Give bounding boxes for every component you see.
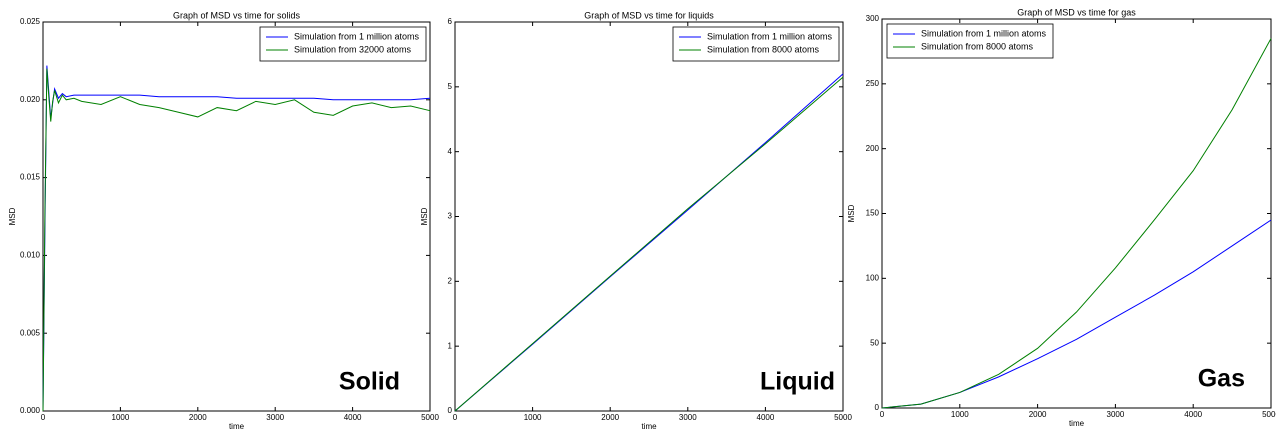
legend: Simulation from 1 million atoms Simulatio… <box>672 26 840 62</box>
y-axis-label: MSD <box>420 207 429 225</box>
y-tick-label: 1 <box>448 341 453 350</box>
legend: Simulation from 1 million atoms Simulatio… <box>259 26 427 62</box>
plot-area <box>454 21 844 412</box>
x-tick-label: 1000 <box>112 413 130 422</box>
x-tick-label: 2000 <box>601 413 619 422</box>
annotation: Solid <box>339 368 400 396</box>
y-tick-label: 0.020 <box>20 95 41 104</box>
legend-box <box>672 26 840 62</box>
chart-title: Graph of MSD vs time for gas <box>1017 7 1136 17</box>
legend-label: Simulation from 32000 atoms <box>294 44 412 54</box>
chart-panel: Graph of MSD vs time for liquids 0 1000 200… <box>420 10 852 431</box>
x-tick-label: 5000 <box>834 413 852 422</box>
y-tick-label: 2 <box>448 276 453 285</box>
y-tick-label: 6 <box>448 17 453 26</box>
x-axis-label: time <box>641 422 657 431</box>
y-axis-label: MSD <box>847 204 856 222</box>
annotation: Liquid <box>760 368 835 396</box>
y-tick-label: 0.010 <box>20 251 41 260</box>
y-tick-label: 300 <box>866 14 880 23</box>
legend-label: Simulation from 1 million atoms <box>294 31 420 41</box>
y-tick-label: 4 <box>448 147 453 156</box>
y-tick-label: 50 <box>870 338 879 347</box>
x-axis-label: time <box>1069 419 1085 428</box>
chart-panel: Graph of MSD vs time for solids 0 1000 2000… <box>8 10 439 431</box>
x-tick-label: 0 <box>41 413 46 422</box>
y-tick-label: 200 <box>866 144 880 153</box>
x-tick-label: 2000 <box>1029 410 1047 419</box>
plot-area <box>42 21 431 412</box>
x-tick-label: 3000 <box>679 413 697 422</box>
series-line <box>454 76 844 412</box>
x-tick-label: 4000 <box>344 413 362 422</box>
legend-label: Simulation from 1 million atoms <box>921 28 1047 38</box>
x-tick-label: 4000 <box>1184 410 1202 419</box>
x-tick-label: 4000 <box>757 413 775 422</box>
annotation: Gas <box>1198 365 1245 393</box>
legend-box <box>259 26 427 62</box>
y-axis-label: MSD <box>8 207 17 225</box>
plot-area <box>881 18 1272 409</box>
legend-label: Simulation from 1 million atoms <box>707 31 833 41</box>
y-tick-label: 0 <box>875 403 880 412</box>
series-line <box>881 38 1272 409</box>
y-tick-label: 0.025 <box>20 17 41 26</box>
x-tick-label: 3000 <box>266 413 284 422</box>
legend-label: Simulation from 8000 atoms <box>707 44 820 54</box>
x-tick-label: 0 <box>880 410 885 419</box>
y-tick-label: 0.000 <box>20 406 41 415</box>
y-tick-label: 0.015 <box>20 173 41 182</box>
legend: Simulation from 1 million atoms Simulatio… <box>886 23 1054 59</box>
x-tick-label: 0 <box>453 413 458 422</box>
y-tick-label: 100 <box>866 273 880 282</box>
x-tick-label: 5000 <box>1262 410 1276 419</box>
x-tick-label: 2000 <box>189 413 207 422</box>
x-tick-label: 1000 <box>951 410 969 419</box>
legend-box <box>886 23 1054 59</box>
y-tick-label: 0 <box>448 406 453 415</box>
y-tick-label: 3 <box>448 212 453 221</box>
y-tick-label: 5 <box>448 82 453 91</box>
y-tick-label: 150 <box>866 209 880 218</box>
x-tick-label: 5000 <box>421 413 439 422</box>
chart-title: Graph of MSD vs time for liquids <box>584 10 714 20</box>
y-tick-label: 0.005 <box>20 328 41 337</box>
series-line <box>42 68 431 412</box>
legend-label: Simulation from 8000 atoms <box>921 41 1034 51</box>
x-axis-label: time <box>229 422 245 431</box>
x-tick-label: 3000 <box>1107 410 1125 419</box>
chart-title: Graph of MSD vs time for solids <box>173 10 301 20</box>
y-tick-label: 250 <box>866 79 880 88</box>
x-tick-label: 1000 <box>524 413 542 422</box>
